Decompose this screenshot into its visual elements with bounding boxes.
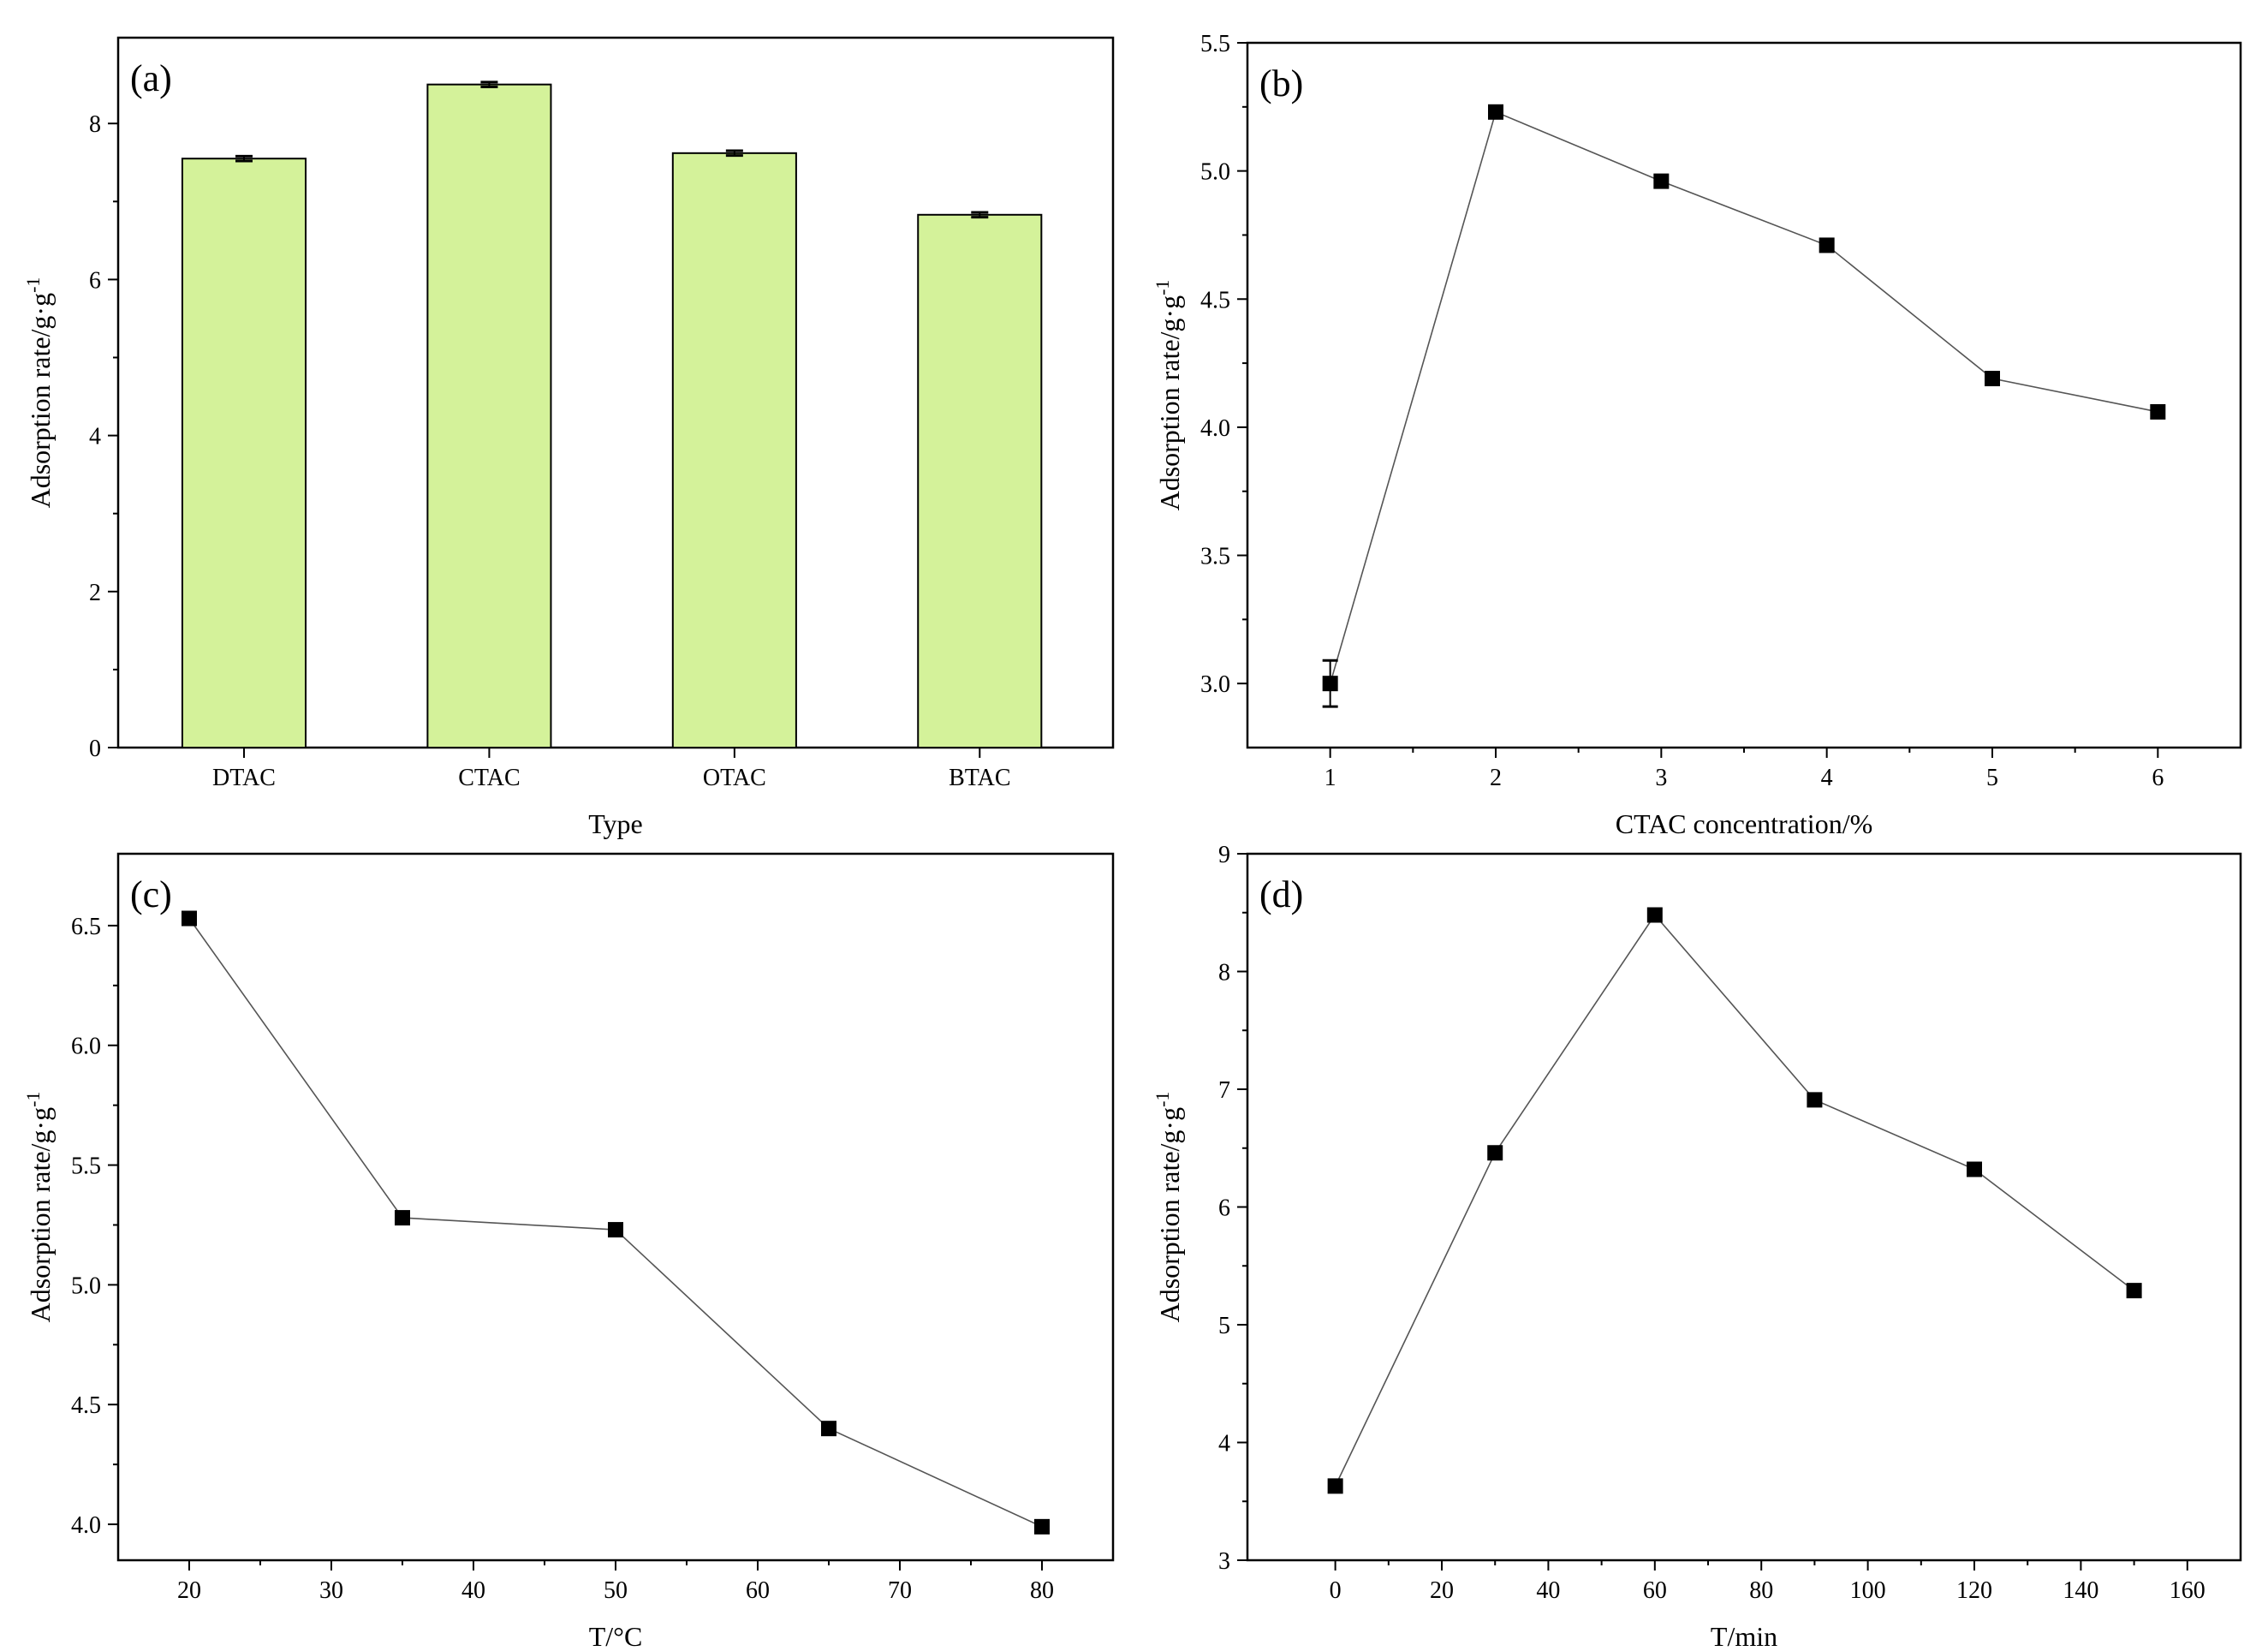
- data-point: [821, 1421, 836, 1437]
- data-point: [1034, 1518, 1050, 1535]
- y-tick-label: 6: [89, 267, 101, 294]
- y-tick-label: 3.5: [1200, 544, 1230, 570]
- data-point: [1488, 104, 1503, 120]
- bar: [426, 83, 552, 748]
- x-tick-label: CTAC: [458, 765, 520, 791]
- y-tick-label: 9: [1218, 842, 1230, 868]
- y-tick-label: 3.0: [1200, 671, 1230, 698]
- x-tick-label: 20: [177, 1577, 201, 1604]
- panel-label: (b): [1259, 63, 1303, 104]
- data-point: [2126, 1283, 2142, 1299]
- x-axis-label: CTAC concentration/%: [1616, 808, 1872, 839]
- y-axis-label: Adsorption rate/g·g-1: [22, 277, 56, 509]
- data-point: [2150, 403, 2166, 420]
- panel-d: 3 4 5 6 7 8 9 0 20 40 60 80 100 120 140 160 (d) T/min Adso…: [1152, 842, 2242, 1651]
- data-point: [1653, 173, 1670, 189]
- panel-b: 3.0 3.5 4.0 4.5 5.0 5.5 1 2 3 4 5 6 (b) CTAC concentr…: [1152, 31, 2242, 839]
- y-tick-label: 4.5: [1200, 287, 1230, 313]
- y-tick-label: 3: [1218, 1548, 1230, 1575]
- y-tick-label: 4.0: [1200, 415, 1230, 442]
- x-tick-label: 80: [1030, 1577, 1054, 1604]
- bar: [181, 158, 307, 748]
- y-axis-label: Adsorption rate/g·g-1: [1152, 280, 1185, 511]
- data-point: [1322, 676, 1338, 692]
- y-tick-label: 8: [89, 111, 101, 138]
- x-tick-label: 30: [319, 1577, 343, 1604]
- x-tick-label: 0: [1330, 1577, 1342, 1604]
- y-tick-label: 4: [1218, 1431, 1230, 1457]
- y-tick-label: 6: [1218, 1195, 1230, 1222]
- data-point: [1967, 1161, 1983, 1177]
- plot-frame: [1246, 41, 2242, 749]
- x-tick-label: 40: [461, 1577, 485, 1604]
- y-tick-label: 4: [89, 424, 101, 450]
- x-tick-label: 2: [1490, 765, 1502, 791]
- x-axis-label: T/min: [1711, 1621, 1777, 1651]
- series-line: [1334, 914, 2135, 1487]
- y-tick-label: 0: [89, 736, 101, 762]
- y-tick-label: 4.5: [71, 1392, 101, 1419]
- x-axis-label: T/°C: [589, 1621, 643, 1651]
- y-axis-label: Adsorption rate/g·g-1: [1152, 1092, 1185, 1323]
- plot-frame: [1246, 852, 2242, 1562]
- bar: [671, 152, 797, 749]
- y-tick-label: 5.5: [1200, 31, 1230, 57]
- data-point: [182, 910, 197, 927]
- x-tick-label: 4: [1821, 765, 1833, 791]
- plot-frame: [116, 852, 1115, 1562]
- x-tick-label: 60: [746, 1577, 770, 1604]
- panel-label: (d): [1259, 873, 1303, 915]
- data-point: [1985, 371, 2000, 387]
- x-tick-label: 5: [1986, 765, 1998, 791]
- data-point: [395, 1210, 410, 1226]
- series-line: [1329, 110, 2158, 684]
- x-tick-label: 80: [1749, 1577, 1773, 1604]
- panel-a: 0 2 4 6 8 DTAC CTAC OTAC BTAC (a) Type Adsorption r…: [22, 36, 1115, 839]
- y-tick-label: 6.0: [71, 1034, 101, 1060]
- panel-label: (a): [130, 57, 172, 99]
- x-tick-label: BTAC: [949, 765, 1010, 791]
- x-axis-label: Type: [588, 808, 643, 839]
- data-point: [1646, 907, 1663, 923]
- y-tick-label: 4.0: [71, 1512, 101, 1539]
- x-tick-label: DTAC: [212, 765, 276, 791]
- x-tick-label: 100: [1850, 1577, 1886, 1604]
- y-tick-label: 7: [1218, 1077, 1230, 1104]
- data-point: [608, 1222, 623, 1238]
- y-tick-label: 2: [89, 580, 101, 606]
- x-tick-label: OTAC: [703, 765, 766, 791]
- x-tick-label: 70: [888, 1577, 912, 1604]
- data-point: [1807, 1092, 1823, 1108]
- plot-frame: [116, 36, 1115, 749]
- x-tick-label: 20: [1430, 1577, 1454, 1604]
- x-tick-label: 50: [604, 1577, 628, 1604]
- x-tick-label: 3: [1655, 765, 1667, 791]
- panel-c: 4.0 4.5 5.0 5.5 6.0 6.5 20 30 40 50 60 70 80 (c) T/°C A…: [22, 852, 1115, 1651]
- x-tick-label: 1: [1324, 765, 1336, 791]
- data-point: [1327, 1478, 1343, 1494]
- y-tick-label: 5.5: [71, 1153, 101, 1180]
- x-tick-label: 120: [1956, 1577, 1992, 1604]
- y-tick-label: 5.0: [71, 1273, 101, 1299]
- y-axis-label: Adsorption rate/g·g-1: [22, 1092, 56, 1323]
- y-tick-label: 5.0: [1200, 159, 1230, 186]
- data-point: [1487, 1145, 1503, 1161]
- data-point: [1819, 237, 1835, 253]
- panel-label: (c): [130, 873, 172, 915]
- y-tick-label: 6.5: [71, 914, 101, 940]
- y-tick-label: 8: [1218, 960, 1230, 986]
- x-tick-label: 60: [1643, 1577, 1667, 1604]
- x-tick-label: 160: [2170, 1577, 2205, 1604]
- bar: [917, 213, 1043, 749]
- x-tick-label: 6: [2152, 765, 2164, 791]
- y-tick-label: 5: [1218, 1313, 1230, 1339]
- x-tick-label: 40: [1536, 1577, 1560, 1604]
- x-tick-label: 140: [2063, 1577, 2098, 1604]
